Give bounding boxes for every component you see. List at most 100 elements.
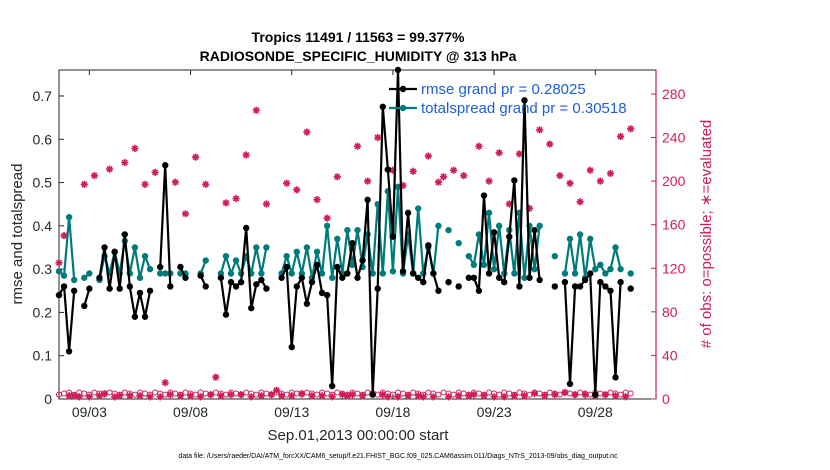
obs-star-core [538,128,542,132]
obs-evaluated-marker [586,166,594,174]
rmse-point [303,300,311,307]
obs-evaluated-marker [581,391,589,399]
obs-evaluated-marker [308,392,316,400]
y2-tick-label: 80 [662,304,678,320]
obs-star-core [118,394,122,398]
obs-star-core [224,201,228,205]
obs-evaluated-marker [186,392,195,400]
spread-point [323,222,331,230]
obs-evaluated-marker [283,179,291,187]
spread-point [561,270,569,277]
spread-point [202,257,209,264]
obs-evaluated-marker [293,186,301,194]
spread-point [354,226,361,234]
obs-star-core [517,152,521,156]
rmse-point [511,177,518,184]
obs-star-core [356,144,359,148]
obs-evaluated-marker [272,386,281,394]
obs-star-core [264,202,268,206]
spread-point [253,244,260,251]
obs-star-core [340,393,344,397]
spread-point [389,268,397,275]
obs-star-core [229,393,233,397]
obs-evaluated-marker [561,388,569,397]
rmse-point [111,248,118,256]
obs-evaluated-marker [450,166,458,174]
obs-star-core [77,395,81,399]
obs-star-core [487,179,491,183]
obs-evaluated-marker [364,177,372,185]
obs-evaluated-marker [328,393,336,401]
obs-evaluated-marker [601,391,610,399]
obs-star-core [492,395,496,399]
rmse-point [627,285,634,292]
obs-evaluated-marker [222,199,230,207]
spread-point [475,231,483,238]
obs-star-core [472,393,476,397]
rmse-point [435,287,442,294]
spread-point [521,274,528,281]
obs-evaluated-marker [546,140,554,148]
obs-layer [55,106,635,401]
obs-star-core [588,168,592,172]
obs-evaluated-marker [146,393,154,401]
obs-evaluated-marker [313,196,321,204]
obs-evaluated-marker [394,393,402,401]
spread-point [394,183,402,191]
obs-star-core [168,393,172,397]
obs-possible-marker [283,391,290,398]
obs-star-core [209,393,213,397]
obs-star-core [431,395,435,399]
spread-point [65,213,73,221]
rmse-point [551,283,559,290]
spread-point [627,270,634,277]
obs-star-core [259,394,263,398]
spread-point [379,270,386,277]
spread-point [293,248,300,256]
obs-star-core [92,174,96,178]
rmse-point [126,283,134,290]
spread-point [141,252,149,260]
obs-evaluated-marker [520,392,529,400]
obs-evaluated-marker [95,392,104,400]
obs-evaluated-marker [551,391,559,399]
obs-evaluated-marker [55,259,63,267]
obs-star-core [502,395,506,399]
rmse-point [197,272,204,279]
rmse-point [227,278,235,286]
obs-evaluated-marker [247,393,255,401]
obs-star-core [153,170,157,174]
obs-evaluated-marker [374,133,382,142]
rmse-point [516,283,523,290]
obs-evaluated-marker [333,173,341,181]
obs-star-core [563,390,567,394]
spread-point [597,261,604,269]
spread-point [60,272,68,279]
rmse-point [101,244,108,251]
rmse-point [475,287,483,294]
obs-evaluated-marker [85,393,93,401]
rmse-point [318,289,326,297]
spread-point [612,244,619,251]
obs-star-core [629,127,633,131]
obs-star-core [234,197,238,201]
obs-possible-marker [131,391,138,398]
obs-star-core [300,392,304,396]
y2-tick-label: 160 [662,217,686,233]
rmse-point [308,278,316,286]
rmse-point [420,278,427,286]
obs-star-core [310,394,314,398]
obs-evaluated-marker [596,177,604,185]
obs-star-core [103,392,107,396]
obs-evaluated-marker [207,391,215,399]
rmse-point [116,285,123,292]
rmse-point [506,233,513,240]
obs-star-core [62,234,66,238]
obs-evaluated-marker [541,392,549,400]
x-tick-label: 09/13 [274,404,309,420]
rmse-point [521,97,528,104]
obs-evaluated-marker [379,391,387,399]
rmse-point [146,287,154,294]
obs-star-core [436,180,440,184]
spread-point [571,270,579,277]
